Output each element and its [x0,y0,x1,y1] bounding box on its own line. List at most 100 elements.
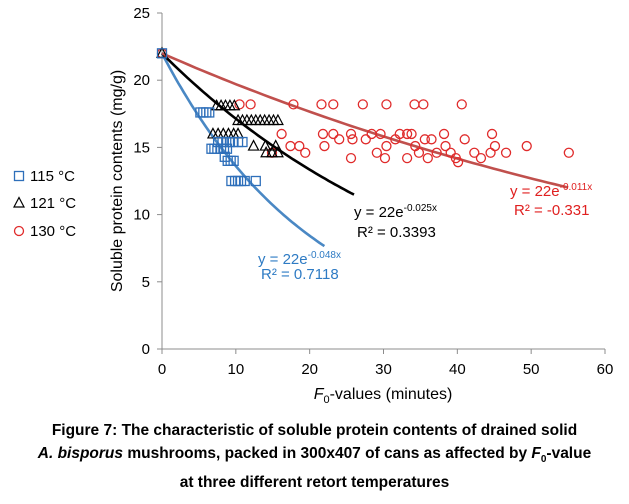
x-axis-title-italic: F [314,386,325,403]
data-point-130 [294,140,305,152]
caption-line-1: Figure 7: The characteristic of soluble … [51,422,578,439]
data-point-115 [227,136,239,148]
trendline-121 [161,52,355,196]
data-point-130 [357,99,368,110]
legend-label: 130 °C [30,223,76,240]
data-point-130 [328,128,339,140]
data-points [156,46,574,187]
data-point-130 [328,99,339,110]
data-point-130 [360,134,371,145]
data-point-121 [212,127,225,139]
y-tick-label: 15 [133,139,150,156]
data-point-130 [486,128,498,140]
caption-f-sub: 0 [540,454,547,466]
data-point-130 [401,128,413,140]
data-point-130 [563,147,574,158]
caption-f: F [531,445,541,462]
trend-equation-130: y = 22e-0.011x [510,182,592,200]
x-axis-title-subscript: 0 [323,394,329,406]
data-point-121 [271,145,284,158]
data-point-130 [475,153,487,164]
trend-r2-115: R² = 0.7118 [261,266,339,283]
chart: 0 5 10 15 20 25 0 10 20 30 40 50 60 115 °C 121 °C 130 … [13,5,613,406]
legend: 115 °C 121 °C 130 °C [13,168,76,240]
data-point-130 [452,157,464,168]
data-point-130 [426,134,437,145]
data-point-130 [375,128,386,140]
data-point-130 [440,140,451,152]
data-point-130 [431,147,442,158]
figure-caption: Figure 7: The characteristic of soluble … [0,419,629,494]
data-point-130 [456,99,467,110]
data-point-130 [406,128,417,140]
data-point-130 [469,147,480,158]
x-tick-label: 30 [375,361,392,378]
data-point-130 [413,147,425,158]
y-tick-label: 25 [133,5,150,22]
caption-line-2: A. bisporus mushrooms, packed in 300x407… [0,442,629,471]
data-point-115 [229,175,241,187]
data-point-130 [276,128,287,140]
data-point-130 [345,153,357,164]
data-point-130 [371,147,383,158]
legend-marker-130 [13,225,25,237]
data-point-130 [418,99,429,110]
data-point-115 [198,107,209,118]
trendline-115 [160,52,326,248]
data-point-130 [409,99,420,110]
y-tick-label: 20 [133,72,150,89]
trend-r2-121: R² = 0.3393 [357,224,436,241]
data-point-130 [401,153,413,164]
data-point-115 [235,175,247,187]
data-point-130 [438,128,450,140]
data-point-130 [381,99,392,110]
data-point-121 [260,145,273,158]
x-tick-label: 20 [301,361,318,378]
data-point-121 [266,145,279,158]
data-point-130 [319,140,330,152]
x-tick-label: 40 [449,361,466,378]
x-axis-title: F0-values (minutes) [314,386,453,406]
data-point-115 [239,175,250,187]
data-point-130 [419,134,430,145]
data-point-130 [285,140,296,152]
data-point-130 [459,134,470,145]
caption-line-2-b: -value [546,445,592,462]
axes: 0 5 10 15 20 25 0 10 20 30 40 50 60 [133,5,613,378]
data-point-121 [217,127,230,139]
data-point-115 [228,155,239,166]
trend-equation-121: y = 22e-0.025x [354,203,437,221]
data-point-130 [345,128,357,140]
data-point-130 [445,147,456,158]
x-axis-title-rest: -values (minutes) [330,386,453,403]
data-point-130 [381,140,392,152]
data-point-121 [269,139,282,151]
data-point-130 [489,140,501,152]
data-point-130 [390,134,401,145]
legend-label: 115 °C [30,168,75,185]
data-point-130 [317,128,329,140]
data-point-115 [156,48,168,59]
trendline-130 [161,52,569,189]
data-point-121 [228,98,241,111]
data-point-115 [206,143,217,154]
x-tick-label: 0 [158,361,166,378]
data-point-130 [485,147,496,158]
y-tick-label: 10 [133,207,150,224]
data-point-130 [500,147,512,158]
data-point-130 [288,99,299,110]
data-point-121 [222,127,235,139]
data-point-130 [422,153,433,164]
x-tick-label: 50 [523,361,540,378]
caption-line-2-a: mushrooms, packed in 300x407 of cans as … [123,445,532,462]
data-point-121 [259,139,272,151]
x-tick-label: 60 [597,361,614,378]
data-point-130 [347,134,358,145]
trendlines [160,52,569,248]
legend-label: 121 °C [30,195,76,212]
data-point-121 [247,139,260,151]
data-point-130 [316,99,327,110]
trend-r2-130: R² = -0.331 [514,202,589,219]
data-point-130 [245,99,256,110]
data-point-115 [232,175,244,187]
